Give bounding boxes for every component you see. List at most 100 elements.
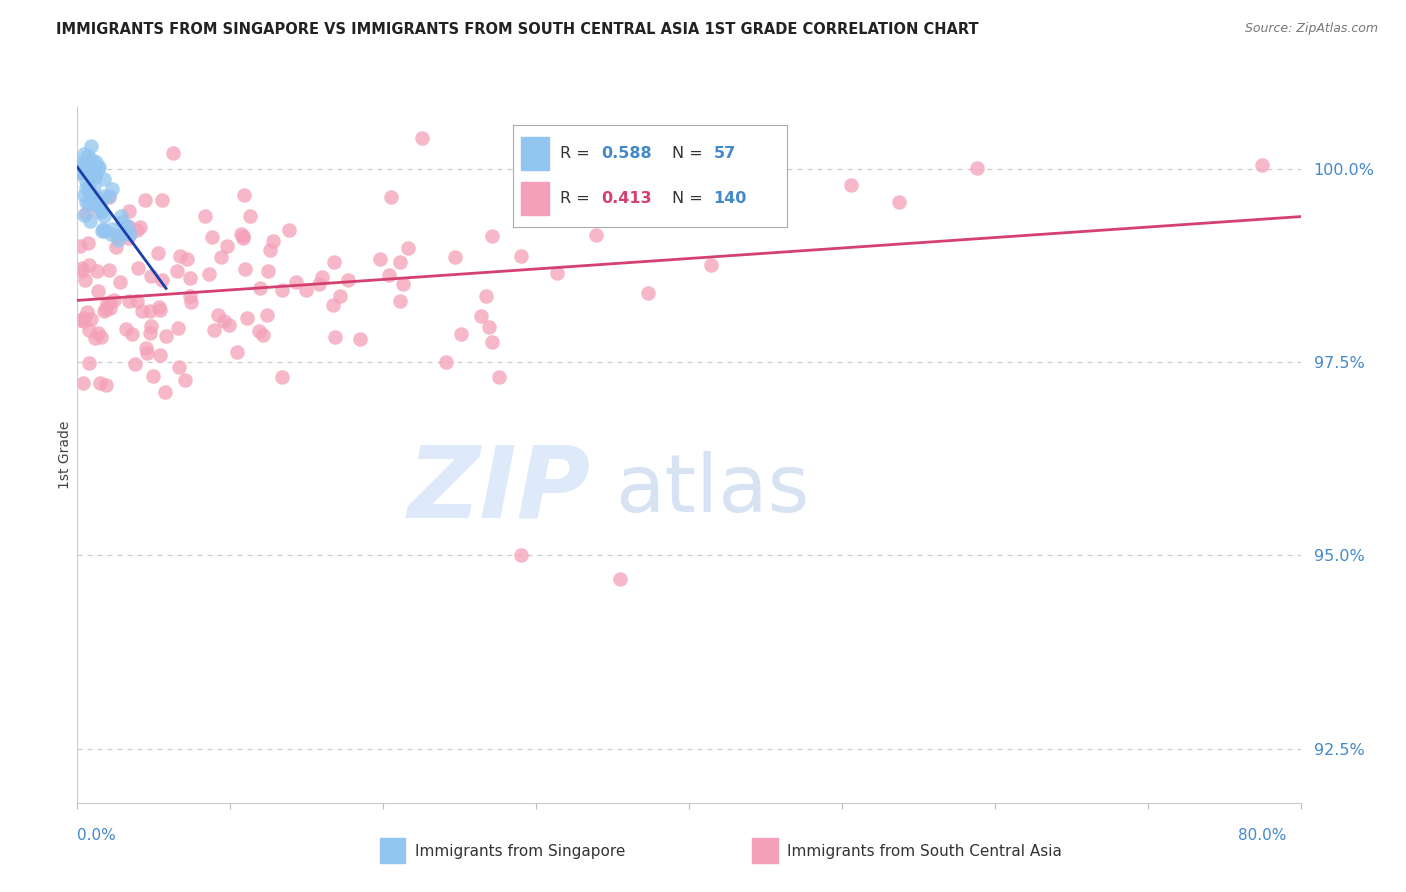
Point [475, 288, 498, 302]
Point [125, 293, 148, 308]
Point [94, 224, 117, 238]
Point [67, 165, 90, 179]
Point [136, 345, 159, 359]
Point [176, 252, 198, 266]
Point [69, 238, 91, 252]
Point [73, 273, 96, 287]
Point [89, 199, 111, 213]
Point [77, 179, 100, 194]
Point [139, 268, 162, 283]
Point [139, 326, 162, 341]
Point [470, 309, 492, 323]
Point [107, 233, 129, 247]
Point [82, 190, 104, 204]
Point [79, 214, 101, 228]
Point [294, 283, 316, 297]
Point [69, 312, 91, 326]
Point [84, 165, 107, 179]
Point [135, 341, 157, 355]
Point [198, 267, 221, 281]
Point [76, 167, 98, 181]
Point [380, 190, 402, 204]
Point [733, 188, 755, 202]
Point [153, 385, 176, 400]
Point [278, 223, 301, 237]
Point [536, 212, 558, 227]
Point [215, 239, 238, 253]
Point [72, 162, 94, 177]
Point [93, 304, 115, 318]
Point [110, 215, 132, 229]
Point [450, 327, 472, 342]
Point [149, 302, 172, 317]
Point [585, 227, 607, 242]
Point [166, 264, 188, 278]
Point [966, 161, 988, 176]
Point [89, 160, 111, 174]
Point [83, 179, 105, 194]
Point [96, 301, 118, 316]
Point [127, 260, 149, 275]
Text: Source: ZipAtlas.com: Source: ZipAtlas.com [1244, 22, 1378, 36]
Point [118, 204, 141, 219]
Point [218, 318, 240, 333]
Point [167, 360, 190, 375]
Point [70, 260, 93, 275]
Text: IMMIGRANTS FROM SINGAPORE VS IMMIGRANTS FROM SOUTH CENTRAL ASIA 1ST GRADE CORREL: IMMIGRANTS FROM SINGAPORE VS IMMIGRANTS … [56, 22, 979, 37]
Text: R =: R = [560, 191, 595, 206]
Point [90, 203, 112, 218]
Point [105, 228, 128, 243]
Point [323, 330, 346, 344]
Text: 0.588: 0.588 [600, 146, 651, 161]
Point [86, 199, 108, 213]
Point [84, 190, 107, 204]
Point [111, 227, 134, 242]
Point [75, 174, 97, 188]
Point [70, 165, 93, 179]
Point [93, 189, 115, 203]
Point [225, 344, 247, 359]
Point [125, 223, 148, 237]
Point [232, 228, 254, 243]
Point [77, 258, 100, 272]
Point [546, 267, 568, 281]
Point [118, 293, 141, 308]
Point [98, 262, 121, 277]
Point [80, 153, 103, 168]
Text: N =: N = [672, 191, 709, 206]
Point [411, 131, 433, 145]
Point [169, 249, 191, 263]
Point [104, 240, 127, 254]
Text: Immigrants from South Central Asia: Immigrants from South Central Asia [787, 845, 1063, 859]
Point [77, 322, 100, 336]
Point [86, 285, 108, 299]
Y-axis label: 1st Grade: 1st Grade [58, 421, 72, 489]
Point [83, 189, 105, 203]
Point [103, 293, 125, 307]
Point [79, 168, 101, 182]
Point [86, 161, 108, 176]
Point [398, 241, 420, 255]
Point [236, 310, 259, 325]
Text: 57: 57 [713, 146, 735, 161]
Point [509, 549, 531, 563]
Point [93, 221, 115, 235]
Point [481, 335, 503, 350]
Point [201, 230, 224, 244]
Point [87, 194, 110, 209]
Point [75, 166, 97, 180]
Point [392, 277, 415, 291]
Point [134, 193, 156, 207]
Point [84, 331, 107, 345]
Point [75, 194, 97, 209]
Text: ZIP: ZIP [408, 442, 591, 538]
Point [89, 376, 111, 390]
Point [98, 294, 121, 309]
Point [349, 332, 371, 346]
Point [139, 304, 162, 318]
Point [76, 305, 98, 319]
Point [434, 355, 457, 369]
Point [232, 231, 254, 245]
Point [70, 263, 93, 277]
Point [141, 319, 163, 334]
